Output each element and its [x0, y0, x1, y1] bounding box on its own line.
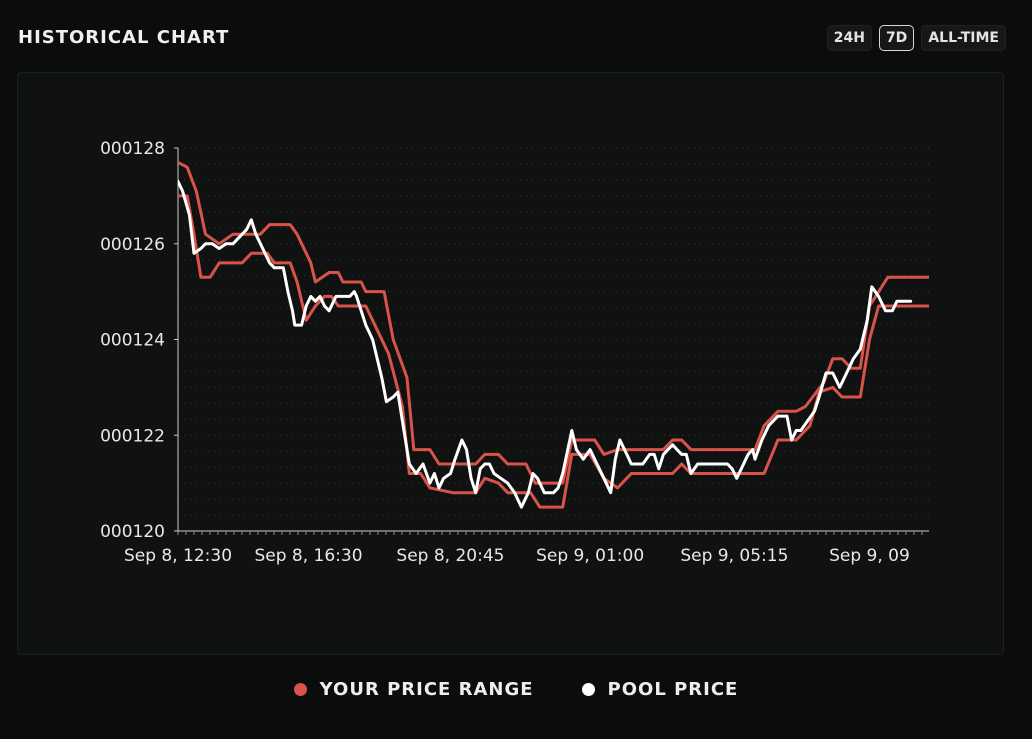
y-tick-label: 000124 [100, 331, 165, 351]
pool-price-line [178, 180, 913, 509]
legend-label-pool: POOL PRICE [607, 679, 739, 700]
price-range-lower-line [178, 194, 929, 509]
tab-24h[interactable]: 24H [826, 25, 872, 51]
y-tick-label: 000126 [100, 235, 165, 255]
legend-item-range: YOUR PRICE RANGE [293, 679, 534, 700]
pool-dot-icon [581, 683, 595, 696]
y-tick-label: 000128 [100, 139, 165, 159]
legend-item-pool: POOL PRICE [581, 679, 739, 700]
x-tick-label: Sep 9, 05:15 [680, 546, 788, 566]
price-range-upper-line [178, 160, 929, 485]
x-tick-label: Sep 8, 16:30 [254, 546, 362, 566]
chart-panel: 000120 000122 000124 000126 000128 Sep 8, 12:… [17, 72, 1004, 655]
tab-all-time[interactable]: ALL-TIME [921, 25, 1006, 51]
tab-7d[interactable]: 7D [878, 25, 915, 51]
x-tick-label: Sep 8, 12:30 [124, 546, 232, 566]
price-chart: 000120 000122 000124 000126 000128 Sep 8, 12:… [100, 139, 929, 566]
y-tick-label: 000120 [100, 522, 165, 542]
legend-label-range: YOUR PRICE RANGE [319, 679, 534, 700]
range-dot-icon [293, 683, 307, 696]
page-title: HISTORICAL CHART [18, 27, 230, 48]
x-tick-label: Sep 8, 20:45 [396, 546, 504, 566]
chart-legend: YOUR PRICE RANGE POOL PRICE [0, 679, 1032, 700]
x-tick-label: Sep 9, 09 [829, 546, 910, 566]
y-tick-label: 000122 [100, 426, 165, 446]
time-range-tabs: 24H 7D ALL-TIME [826, 25, 1006, 51]
x-tick-label: Sep 9, 01:00 [536, 546, 644, 566]
